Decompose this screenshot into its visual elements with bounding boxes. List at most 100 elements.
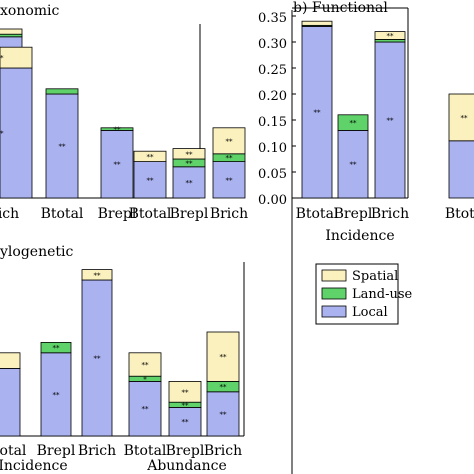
bar-segment-local [100,129,134,199]
x-tick-label: Brich [204,443,242,459]
panel-title-taxonomic: xonomic [0,3,60,19]
bar-segment-spatial [172,148,206,160]
legend-swatch-landuse [321,287,347,300]
x-tick-label: Brich [0,206,19,222]
x-tick-label: Brepl [334,206,373,222]
significance-label: * [143,376,147,384]
legend: Spatial Land-use Local [315,263,413,325]
significance-label: ** [182,419,190,427]
bar-segment-local [128,380,162,437]
bar-segment-local [45,93,79,199]
significance-label: ** [387,117,395,125]
x-label-functional-incidence: Incidence [325,228,394,244]
x-tick-label: Btotal [124,443,167,459]
x-tick-label: Btota [445,206,474,222]
bar-segment-spatial [301,20,333,26]
panel-title-phylogenetic: ylogenetic [0,244,73,260]
x-tick-label: Brepl [98,206,137,222]
bar-segment-local [168,406,202,437]
y-tick-label: 0.10 [258,141,287,156]
significance-label: ** [186,179,194,187]
y-tick-label: 0.15 [258,115,287,130]
bar-segment-local [206,391,240,437]
bar-segment-spatial [374,31,406,40]
bar-segment-spatial [168,380,202,403]
significance-label: ** [0,130,4,138]
significance-label: ** [220,411,228,419]
bar-segment-local [374,41,406,199]
bar-segment-spatial [212,127,246,155]
bar-segment-local [448,140,474,199]
significance-label: ** [0,55,4,63]
significance-label: ** [186,160,194,168]
bar-segment-local [0,367,21,437]
bars-layer: ****Btotal****Brepl****Brich****Btotal**… [0,7,474,474]
significance-label: ** [220,384,228,392]
bar-segment-spatial [448,93,474,142]
significance-label: ** [59,143,67,151]
x-tick-label: Brepl [37,443,76,459]
significance-label: ** [186,151,194,159]
bar-segment-local [172,166,206,199]
significance-label: ** [182,389,190,397]
bar-segment-landuse [40,341,72,354]
significance-label: ** [220,354,228,362]
bar-segment-local [133,161,167,199]
x-label-phylo-abundance: Abundance [146,458,227,474]
significance-label: ** [114,126,122,134]
significance-label: ** [314,109,322,117]
x-tick-label: Brich [78,443,116,459]
x-label-phylo-incidence: Incidence [0,458,68,474]
bar-segment-landuse [337,114,369,131]
y-tick-label: 0.05 [258,167,287,182]
y-tick-label: 0.20 [258,89,287,104]
significance-label: ** [147,177,155,185]
x-tick-label: Brich [371,206,409,222]
bar-segment-spatial [0,352,21,369]
significance-label: ** [142,362,150,370]
functional-y-ticks: 0.00 0.05 0.10 0.15 0.20 0.25 0.30 0.35 [258,11,287,208]
significance-label: ** [94,355,102,363]
significance-label: ** [94,272,102,280]
bar-segment-local [337,129,369,199]
bar-segment-spatial [0,46,33,69]
legend-swatch-local [321,305,347,318]
significance-label: ** [147,153,155,161]
x-tick-label: Brich [210,206,248,222]
bar-segment-local [0,67,33,199]
significance-label: ** [461,114,469,122]
significance-label: ** [142,406,150,414]
x-tick-label: Btotal [41,206,84,222]
significance-label: ** [226,177,234,185]
significance-label: ** [114,161,122,169]
bar-segment-local [40,352,72,437]
y-tick-label: 0.00 [258,193,287,208]
significance-label: ** [182,402,190,410]
y-tick-label: 0.30 [258,37,287,52]
significance-label: ** [387,33,395,41]
y-tick-label: 0.35 [258,11,287,26]
significance-label: ** [226,138,234,146]
x-tick-label: Btotal [129,206,172,222]
significance-label: ** [53,345,61,353]
bar-segment-spatial [133,150,167,162]
bar-segment-local [212,161,246,199]
legend-swatch-spatial [321,269,347,282]
bar-segment-spatial [81,269,113,281]
bar-segment-landuse [45,88,79,95]
bar-segment-spatial [128,352,162,377]
bar-segment-local [81,279,113,437]
bar-segment-local [301,25,333,199]
x-tick-label: Btotal [296,206,339,222]
significance-label: ** [350,161,358,169]
bar-segment-landuse [100,127,134,131]
y-tick-label: 0.25 [258,63,287,78]
legend-label-local: Local [352,305,388,320]
x-tick-label: Brepl [166,443,205,459]
significance-label: ** [53,391,61,399]
bar-segment-spatial [0,28,23,35]
legend-label-spatial: Spatial [352,269,398,284]
significance-label: ** [226,155,234,163]
bar-segment-spatial [206,331,240,382]
